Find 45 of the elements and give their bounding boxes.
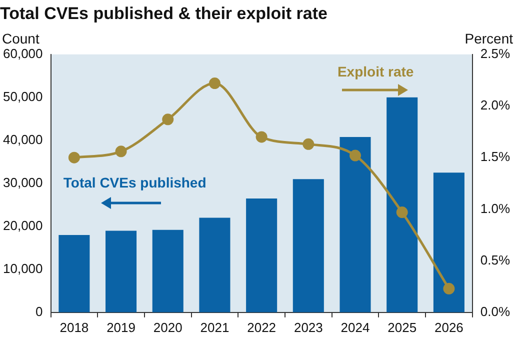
x-tick-label: 2026 <box>434 320 464 335</box>
bar <box>386 97 418 312</box>
y-tick-label: 40,000 <box>2 132 43 147</box>
point <box>302 138 314 150</box>
text: Exploit rate <box>337 63 414 80</box>
bar <box>292 179 324 312</box>
bar <box>58 235 90 312</box>
point <box>208 78 220 90</box>
x-tick-label: 2020 <box>153 320 182 335</box>
chart-title: Total CVEs published & their exploit rate <box>0 4 328 23</box>
y2-tick-label: 0.5% <box>480 252 510 268</box>
point <box>350 150 362 162</box>
y2-tick-label: 0.0% <box>480 304 510 319</box>
x-tick-label: 2022 <box>247 320 276 335</box>
bar <box>340 136 371 312</box>
y-tick-label: 20,000 <box>2 218 43 233</box>
x-tick-label: 2021 <box>200 320 230 335</box>
y2-tick-label: 1.0% <box>480 200 510 216</box>
y2-tick-label: 2.5% <box>480 46 510 61</box>
x-tick-label: 2019 <box>106 320 136 335</box>
x-tick-label: 2023 <box>294 320 323 335</box>
y2-axis-title: Percent <box>464 30 514 46</box>
y-tick-label: 30,000 <box>2 174 43 190</box>
bar <box>106 230 137 312</box>
point <box>396 206 408 218</box>
y-tick-label: 10,000 <box>2 260 43 276</box>
y-tick-label: 60,000 <box>2 46 43 61</box>
bar <box>433 172 464 312</box>
point <box>115 146 127 158</box>
point <box>68 152 80 164</box>
x-tick-label: 2024 <box>340 320 370 335</box>
x-tick-label: 2025 <box>388 320 417 335</box>
point <box>162 114 174 126</box>
series-label: Total CVEs published <box>63 174 206 190</box>
bar <box>199 218 230 312</box>
x-tick-label: 2018 <box>60 320 89 335</box>
bar <box>246 198 278 312</box>
y-tick-label: 50,000 <box>2 88 43 104</box>
point <box>256 131 268 143</box>
point <box>443 282 455 294</box>
y2-tick-label: 2.0% <box>480 98 510 113</box>
y-axis-title: Count <box>2 30 40 46</box>
bar <box>152 230 184 312</box>
y2-tick-label: 1.5% <box>480 149 510 164</box>
y-tick-label: 0 <box>36 304 43 319</box>
